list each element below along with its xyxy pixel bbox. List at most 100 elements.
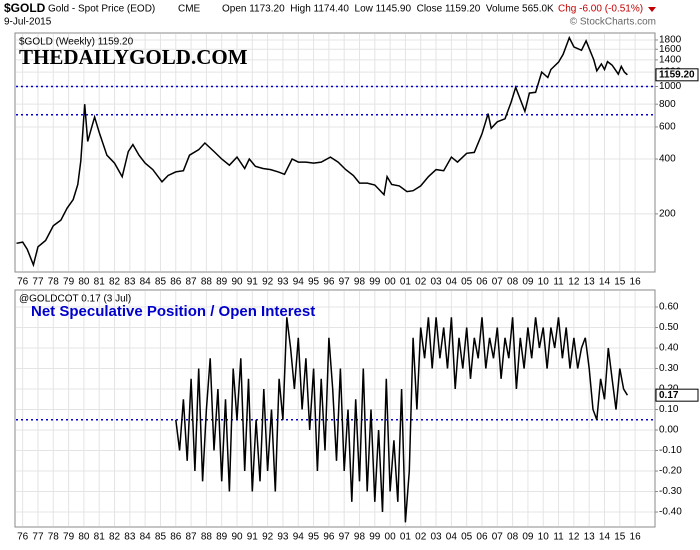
x-tick-label: 08 [507, 532, 519, 543]
x-tick-label: 09 [522, 277, 534, 288]
x-tick-label: 03 [430, 277, 442, 288]
x-tick-label: 03 [430, 532, 442, 543]
y-tick-label: 0.60 [659, 302, 679, 313]
x-tick-label: 91 [247, 532, 259, 543]
x-tick-label: 02 [415, 277, 427, 288]
x-tick-label: 98 [354, 277, 366, 288]
price-line [175, 317, 629, 523]
x-tick-label: 98 [354, 532, 366, 543]
x-tick-label: 76 [17, 532, 29, 543]
last-value-box [655, 68, 699, 82]
y-tick-label: 800 [659, 99, 676, 110]
y-tick-label: -0.20 [659, 466, 682, 477]
x-tick-label: 90 [231, 532, 243, 543]
x-tick-label: 80 [78, 532, 90, 543]
y-tick-label: 0.30 [659, 363, 679, 374]
x-tick-label: 84 [140, 277, 152, 288]
x-tick-label: 79 [63, 532, 75, 543]
change: Chg -6.00 (-0.51%) [558, 4, 643, 15]
annotation: Net Speculative Position / Open Interest [31, 303, 315, 320]
x-tick-label: 80 [78, 277, 90, 288]
x-tick-label: 96 [323, 532, 335, 543]
x-tick-label: 89 [216, 277, 228, 288]
x-tick-label: 96 [323, 277, 335, 288]
y-tick-label: 1000 [659, 81, 682, 92]
x-tick-label: 16 [630, 277, 642, 288]
source: © StockCharts.com [570, 17, 656, 28]
y-tick-label: -0.30 [659, 486, 682, 497]
x-tick-label: 91 [247, 277, 259, 288]
x-tick-label: 94 [293, 277, 305, 288]
y-tick-label: -0.10 [659, 445, 682, 456]
y-tick-label: 1400 [659, 55, 682, 66]
x-tick-label: 86 [170, 277, 182, 288]
x-tick-label: 14 [599, 532, 611, 543]
x-tick-label: 77 [32, 532, 44, 543]
x-tick-label: 02 [415, 532, 427, 543]
x-tick-label: 10 [538, 277, 550, 288]
x-tick-label: 07 [492, 532, 504, 543]
y-tick-label: 0.00 [659, 425, 679, 436]
x-tick-label: 95 [308, 277, 320, 288]
last-value-label: 0.17 [659, 390, 679, 401]
y-tick-label: 1800 [659, 35, 682, 46]
x-tick-label: 84 [140, 532, 152, 543]
y-tick-label: 1600 [659, 44, 682, 55]
panel [14, 289, 656, 528]
x-tick-label: 00 [385, 532, 397, 543]
x-tick-label: 13 [584, 532, 596, 543]
x-tick-label: 92 [262, 532, 274, 543]
exchange: CME [178, 4, 201, 15]
x-tick-label: 94 [293, 532, 305, 543]
x-tick-label: 15 [614, 277, 626, 288]
panel [14, 32, 656, 273]
x-tick-label: 88 [201, 532, 213, 543]
x-tick-label: 97 [339, 277, 351, 288]
x-tick-label: 78 [48, 277, 60, 288]
x-tick-label: 05 [461, 532, 473, 543]
x-tick-label: 81 [94, 277, 106, 288]
price-line [16, 35, 628, 268]
x-tick-label: 87 [186, 532, 198, 543]
last-value-box [655, 388, 699, 402]
y-tick-label: 400 [659, 154, 676, 165]
legend: $GOLD (Weekly) 1159.20 [19, 37, 134, 48]
x-tick-label: 04 [446, 277, 458, 288]
x-tick-label: 85 [155, 277, 167, 288]
y-tick-label: 0.10 [659, 404, 679, 415]
x-tick-label: 12 [568, 532, 580, 543]
y-tick-label: 600 [659, 122, 676, 133]
x-tick-label: 83 [124, 532, 136, 543]
x-tick-label: 85 [155, 532, 167, 543]
x-tick-label: 78 [48, 532, 60, 543]
x-tick-label: 16 [630, 532, 642, 543]
x-tick-label: 92 [262, 277, 274, 288]
x-tick-label: 88 [201, 277, 213, 288]
x-tick-label: 07 [492, 277, 504, 288]
x-tick-label: 12 [568, 277, 580, 288]
x-tick-label: 93 [277, 277, 289, 288]
last-value-label: 1159.20 [659, 69, 695, 80]
x-tick-label: 04 [446, 532, 458, 543]
x-tick-label: 90 [231, 277, 243, 288]
quote: Open 1173.20 High 1174.40 Low 1145.90 Cl… [222, 4, 554, 15]
y-tick-label: 200 [659, 209, 676, 220]
x-tick-label: 81 [94, 532, 106, 543]
x-tick-label: 86 [170, 532, 182, 543]
x-tick-label: 11 [553, 532, 564, 543]
x-tick-label: 01 [400, 277, 412, 288]
x-tick-label: 83 [124, 277, 136, 288]
x-tick-label: 76 [17, 277, 29, 288]
x-tick-label: 13 [584, 277, 596, 288]
watermark: THEDAILYGOLD.COM [19, 45, 248, 69]
legend: @GOLDCOT 0.17 (3 Jul) [19, 294, 131, 305]
x-tick-label: 14 [599, 277, 611, 288]
x-tick-label: 00 [385, 277, 397, 288]
date: 9-Jul-2015 [4, 17, 52, 28]
x-tick-label: 82 [109, 277, 121, 288]
x-tick-label: 06 [476, 277, 488, 288]
x-tick-label: 77 [32, 277, 44, 288]
y-tick-label: 0.40 [659, 343, 679, 354]
